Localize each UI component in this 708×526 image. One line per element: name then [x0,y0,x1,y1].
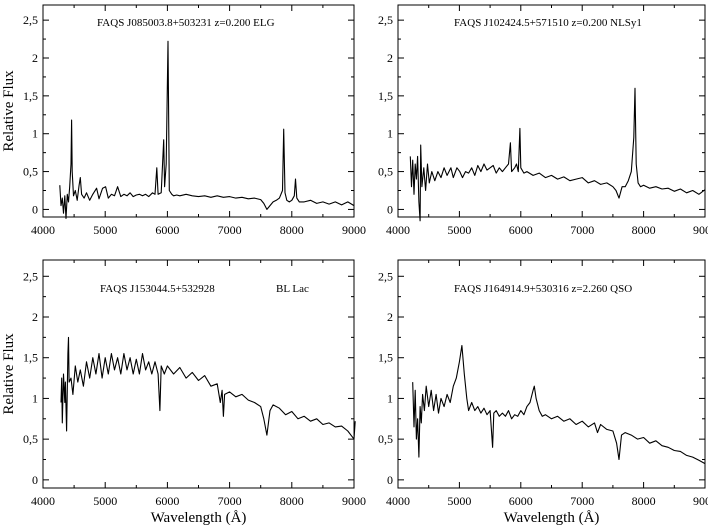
x-tick-label: 8000 [280,223,304,237]
y-tick-label: 0 [387,202,393,216]
spectrum-line [60,336,356,440]
y-tick-label: 2,5 [378,13,393,27]
y-tick-label: 2,5 [23,269,38,283]
y-axis-label: Relative Flux [1,70,17,152]
panel-title: FAQS J153044.5+532928 [100,283,215,295]
x-tick-label: 6000 [155,494,179,508]
y-tick-label: 2 [32,310,38,324]
x-tick-label: 6000 [509,494,533,508]
x-tick-label: 9000 [342,494,366,508]
y-tick-label: 0 [32,202,38,216]
chart-panel-4: 4000 5000 6000 7000 8000 9000 0 0,5 1 1,5 2 2,5 FAQS… [378,259,708,526]
x-tick-label: 4000 [386,494,410,508]
spectrum-line [409,87,706,222]
x-tick-label: 9000 [342,223,366,237]
panel-title: FAQS J085003.8+503231 z=0.200 ELG [97,17,275,29]
x-tick-label: 6000 [509,223,533,237]
x-tick-label: 5000 [447,223,471,237]
x-tick-label: 4000 [386,223,410,237]
chart-panel-3: 4000 5000 6000 7000 8000 9000 0 0,5 1 1,5 2 2,5 FAQS… [1,259,366,526]
x-tick-label: 8000 [280,494,304,508]
x-tick-label: 5000 [93,223,117,237]
x-tick-label: 4000 [31,494,55,508]
y-tick-label: 0,5 [378,432,393,446]
x-tick-label: 7000 [218,223,242,237]
chart-panel-2: 4000 5000 6000 7000 8000 9000 0 0,5 1 1,5 2 2,5 FAQS… [378,4,708,237]
spectrum-line [59,40,355,220]
panel-title: FAQS J102424.5+571510 z=0.200 NLSy1 [454,17,642,29]
chart-panel-1: 4000 5000 6000 7000 8000 9000 0 0,5 1 1,5 2 2,5 FAQS… [1,4,366,237]
y-tick-label: 1,5 [23,89,38,103]
panel-subtitle: BL Lac [276,283,309,295]
x-tick-label: 5000 [93,494,117,508]
y-tick-label: 0,5 [23,432,38,446]
x-axis-label: Wavelength (Å) [504,510,600,526]
y-tick-label: 1 [32,127,38,141]
y-tick-label: 1 [387,391,393,405]
x-tick-label: 8000 [632,223,656,237]
spectrum-line [412,344,706,465]
y-tick-label: 0,5 [378,165,393,179]
y-tick-label: 1,5 [378,351,393,365]
plot-frame [42,4,355,218]
plot-frame [397,4,706,218]
x-tick-label: 8000 [632,494,656,508]
x-axis-label: Wavelength (Å) [151,510,247,526]
x-tick-label: 9000 [693,223,708,237]
y-tick-label: 2,5 [378,269,393,283]
y-tick-label: 1 [387,127,393,141]
y-tick-label: 2,5 [23,13,38,27]
y-tick-label: 0,5 [23,165,38,179]
y-tick-label: 2 [32,51,38,65]
y-tick-label: 2 [387,51,393,65]
x-tick-label: 7000 [570,494,594,508]
x-tick-label: 4000 [31,223,55,237]
y-tick-label: 2 [387,310,393,324]
x-tick-label: 7000 [570,223,594,237]
x-tick-label: 6000 [155,223,179,237]
panel-title: FAQS J164914.9+530316 z=2.260 QSO [454,283,632,295]
y-tick-label: 1,5 [378,89,393,103]
y-tick-label: 1,5 [23,351,38,365]
x-tick-label: 7000 [218,494,242,508]
y-tick-label: 0 [32,473,38,487]
y-tick-label: 1 [32,391,38,405]
y-axis-label: Relative Flux [1,333,17,415]
x-tick-label: 9000 [693,494,708,508]
y-tick-label: 0 [387,473,393,487]
x-tick-label: 5000 [447,494,471,508]
